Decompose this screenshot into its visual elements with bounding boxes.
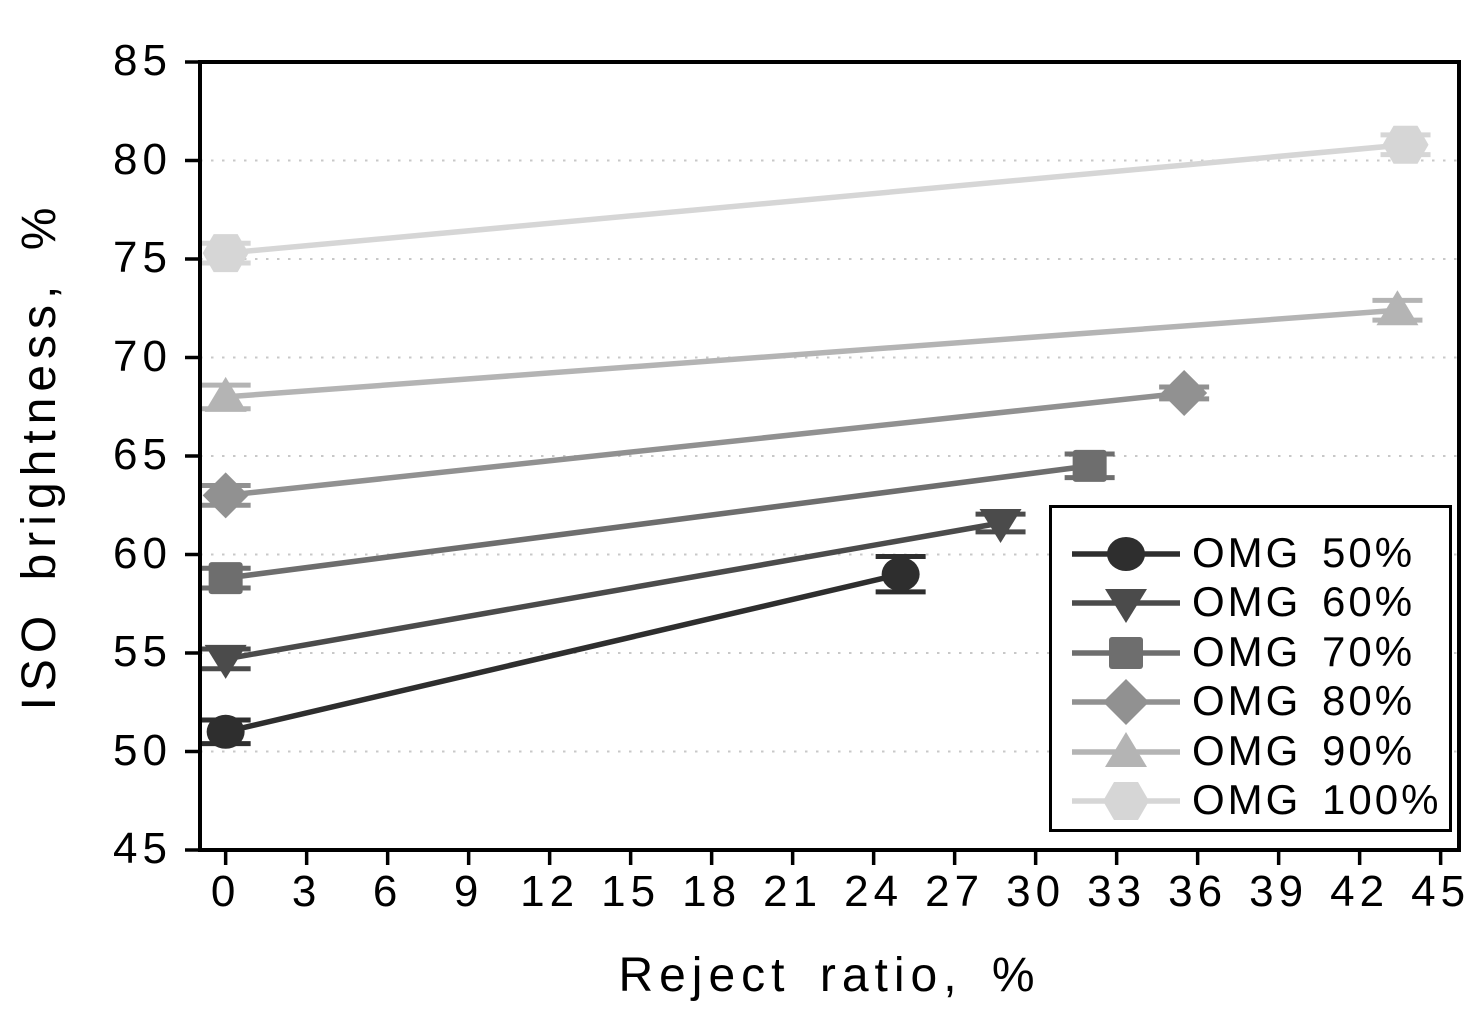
y-tick-label: 75 [113,233,172,282]
legend-sample-line [1072,679,1180,726]
marker-square [1109,636,1143,669]
legend-label: OMG 60% [1192,578,1416,626]
x-tick-label: 39 [1249,867,1309,916]
legend-item-omg-90%: OMG 90% [1052,727,1449,777]
legend: OMG 50% OMG 60% OMG 70% OMG 80% OMG 90% OMG 1… [1049,505,1452,832]
x-tick-label: 24 [844,867,904,916]
x-tick-label: 9 [453,867,484,916]
x-tick-label: 21 [763,867,823,916]
legend-item-omg-60%: OMG 60% [1052,578,1449,628]
marker-square [208,562,243,595]
marker-diamond [202,472,249,519]
x-tick-label: 30 [1006,867,1066,916]
y-tick-label: 70 [113,331,172,381]
marker-triangle-up [1105,731,1147,767]
marker-hexagon [1382,125,1429,164]
y-tick-label: 80 [113,134,172,184]
legend-item-omg-80%: OMG 80% [1052,677,1449,727]
y-tick-label: 65 [113,430,172,479]
legend-item-omg-70%: OMG 70% [1052,628,1449,678]
marker-circle [1107,537,1145,571]
marker-hexagon [202,234,249,273]
legend-sample-line [1072,537,1180,571]
legend-sample-line [1072,731,1180,767]
y-axis-title: ISO brightness, % [13,201,66,711]
marker-triangle-down [204,644,247,679]
legend-label: OMG 90% [1192,726,1416,774]
marker-diamond [1161,369,1208,416]
x-tick-label: 33 [1087,867,1147,916]
marker-circle [881,557,920,592]
x-tick-label: 45 [1411,867,1471,916]
x-tick-label: 27 [925,867,985,916]
series-line-omg-80% [225,390,1185,499]
marker-hexagon [1103,782,1149,820]
marker-triangle-down [1105,589,1147,624]
legend-item-omg-50%: OMG 50% [1052,529,1449,579]
marker-triangle-down [979,508,1022,543]
series-line-omg-100% [225,142,1406,256]
legend-sample-line [1072,589,1180,624]
x-tick-label: 42 [1330,867,1390,916]
x-tick-label: 0 [210,867,241,916]
marker-triangle-up [204,376,247,412]
series-line-omg-50% [225,571,902,735]
x-tick-label: 18 [682,867,742,916]
legend-item-omg-100%: OMG 100% [1052,776,1449,826]
legend-label: OMG 50% [1192,529,1416,577]
legend-label: OMG 70% [1192,627,1416,675]
legend-label: OMG 100% [1192,776,1442,824]
y-tick-label: 55 [113,627,172,676]
marker-square [1072,449,1107,482]
marker-circle [206,714,245,749]
series-line-omg-90% [225,307,1398,400]
y-tick-label: 85 [113,36,172,85]
x-tick-label: 6 [372,867,403,916]
legend-label: OMG 80% [1192,677,1416,725]
series-line-omg-60% [225,520,1002,662]
y-tick-label: 60 [113,528,172,578]
x-tick-label: 15 [601,867,661,916]
marker-triangle-up [1376,290,1419,326]
x-tick-label: 36 [1168,867,1228,916]
x-axis-title: Reject ratio, % [618,949,1041,1002]
marker-diamond [1103,679,1149,726]
legend-sample-line [1072,636,1180,669]
series-line-omg-70% [225,463,1090,581]
legend-sample-line [1072,782,1180,820]
y-tick-label: 50 [113,725,172,775]
y-tick-label: 45 [113,824,172,873]
x-tick-label: 12 [520,867,580,916]
x-tick-label: 3 [291,867,322,916]
